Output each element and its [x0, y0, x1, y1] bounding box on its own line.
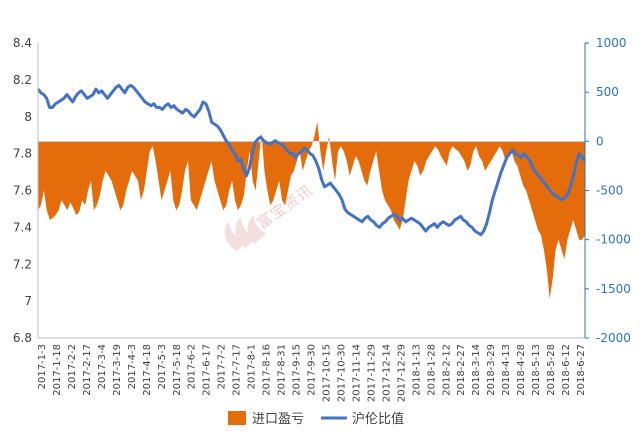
right-axis: 1000 500 0 -500 -1000 -1500 -2000 [584, 36, 631, 345]
right-axis-tick-label: 1000 [596, 36, 627, 50]
x-axis-tick-label: 2018-1-13 [411, 344, 422, 396]
x-axis-tick-label: 2017-4-18 [142, 344, 153, 396]
x-axis: 2017-1-3 2017-1-18 2017-2-2 2017-2-17 2017-3… [37, 337, 587, 402]
x-axis-tick-label: 2017-8-16 [262, 344, 273, 396]
x-axis-tick-label: 2017-10-15 [322, 344, 333, 402]
x-axis-tick-label: 2018-3-14 [471, 344, 482, 396]
x-axis-tick-label: 2017-5-18 [172, 344, 183, 396]
left-axis-tick-label: 7 [24, 294, 32, 308]
legend: 进口盈亏 沪伦比值 [228, 411, 404, 427]
legend-swatch-area [228, 411, 246, 425]
left-axis-tick-label: 6.8 [13, 331, 32, 345]
x-axis-tick-label: 2017-3-19 [112, 344, 123, 396]
area-series-import-profit [38, 121, 585, 299]
right-axis-tick-label: 500 [596, 85, 619, 99]
x-axis-tick-label: 2018-2-27 [456, 344, 467, 396]
x-axis-tick-label: 2017-10-30 [336, 344, 347, 402]
legend-label-line: 沪伦比值 [352, 411, 404, 427]
right-axis-tick-label: -500 [596, 184, 623, 198]
left-axis: 8.4 8.2 8 7.8 7.6 7.4 7.2 7 6.8 [13, 36, 39, 345]
x-axis-tick-label: 2017-7-17 [232, 344, 243, 396]
x-axis-tick-label: 2017-11-29 [366, 344, 377, 402]
x-axis-tick-label: 2018-5-13 [531, 344, 542, 396]
x-axis-tick-label: 2017-4-3 [127, 344, 138, 389]
line-series-ratio [36, 83, 587, 237]
x-axis-tick-label: 2017-5-3 [157, 344, 168, 389]
left-axis-tick-label: 8.2 [13, 73, 32, 87]
x-axis-tick-label: 2017-1-18 [52, 344, 63, 396]
left-axis-tick-label: 7.4 [13, 220, 32, 234]
x-axis-tick-label: 2017-12-29 [396, 344, 407, 402]
x-axis-tick-label: 2017-11-14 [351, 344, 362, 402]
x-axis-tick-label: 2017-2-17 [82, 344, 93, 396]
plot-area [38, 121, 585, 299]
x-axis-tick-label: 2018-3-29 [486, 344, 497, 396]
left-axis-tick-label: 7.6 [13, 184, 32, 198]
right-axis-tick-label: -1000 [596, 233, 631, 247]
x-axis-tick-label: 2017-12-14 [381, 344, 392, 402]
line-layer [36, 83, 587, 237]
right-axis-tick-label: -1500 [596, 282, 631, 296]
left-axis-tick-label: 7.2 [13, 257, 32, 271]
x-axis-tick-label: 2018-2-12 [441, 344, 452, 396]
x-axis-tick-label: 2017-2-2 [67, 344, 78, 389]
x-axis-tick-label: 2017-9-15 [292, 344, 303, 396]
x-axis-tick-label: 2017-9-30 [307, 344, 318, 396]
left-axis-tick-label: 8 [24, 110, 32, 124]
x-axis-tick-label: 2017-1-3 [37, 344, 48, 389]
right-axis-tick-label: -2000 [596, 331, 631, 345]
left-axis-tick-label: 8.4 [13, 36, 32, 50]
x-axis-tick-label: 2017-7-2 [217, 344, 228, 389]
x-axis-tick-label: 2017-6-17 [202, 344, 213, 396]
x-axis-tick-label: 2018-1-28 [426, 344, 437, 396]
x-axis-tick-label: 2017-3-4 [97, 344, 108, 389]
x-axis-tick-label: 2017-6-2 [187, 344, 198, 389]
x-axis-tick-label: 2018-6-27 [576, 344, 587, 396]
watermark-logo-icon [224, 214, 267, 251]
right-axis-tick-label: 0 [596, 134, 604, 148]
x-axis-tick-label: 2017-8-31 [277, 344, 288, 396]
x-axis-tick-label: 2018-4-28 [516, 344, 527, 396]
x-axis-tick-label: 2018-4-13 [501, 344, 512, 396]
x-axis-tick-label: 2018-5-28 [546, 344, 557, 396]
legend-label-area: 进口盈亏 [252, 412, 304, 427]
x-axis-tick-label: 2017-8-1 [247, 344, 258, 389]
x-axis-tick-label: 2018-6-12 [561, 344, 572, 396]
left-axis-tick-label: 7.8 [13, 147, 32, 161]
